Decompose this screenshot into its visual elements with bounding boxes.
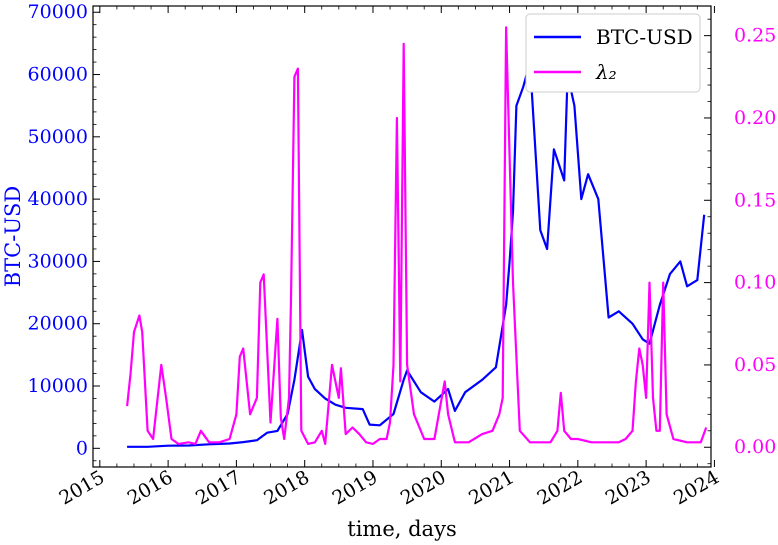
x-axis-title: time, days bbox=[347, 517, 456, 541]
y-right-tick-labels: 0.00 0.05 0.10 0.15 0.20 0.25 bbox=[734, 25, 776, 459]
series-line-btc bbox=[127, 61, 706, 448]
x-tick-label: 2016 bbox=[124, 466, 177, 509]
legend-label-lambda2: λ₂ bbox=[595, 60, 617, 84]
series-line-lambda2 bbox=[126, 26, 708, 445]
y-left-tick-label: 60000 bbox=[28, 64, 88, 86]
y-right-tick-label: 0.10 bbox=[734, 272, 776, 294]
y-right-tick-label: 0.15 bbox=[734, 189, 776, 211]
x-tick-label: 2021 bbox=[465, 466, 518, 509]
y-left-tick-label: 0 bbox=[76, 437, 88, 459]
y-right-tick-label: 0.20 bbox=[734, 107, 776, 129]
y-right-tick-label: 0.25 bbox=[734, 25, 776, 47]
y-axis-title: BTC-USD bbox=[1, 186, 25, 288]
y-left-tick-label: 10000 bbox=[28, 375, 88, 397]
y-left-tick-label: 40000 bbox=[28, 188, 88, 210]
legend: BTC-USD λ₂ bbox=[525, 13, 701, 93]
y-left-tick-labels: 0 10000 20000 30000 40000 50000 60000 70000 bbox=[28, 1, 88, 459]
tick-marks bbox=[93, 6, 715, 467]
y-left-tick-label: 30000 bbox=[28, 250, 88, 272]
x-tick-label: 2023 bbox=[602, 466, 655, 509]
y-left-tick-label: 70000 bbox=[28, 1, 88, 23]
x-tick-labels: 2015 2016 2017 2018 2019 2020 2021 2022 2023 2024 bbox=[55, 466, 722, 509]
series-layer bbox=[126, 26, 708, 448]
x-tick-label: 2015 bbox=[55, 466, 108, 509]
x-tick-label: 2018 bbox=[260, 466, 313, 509]
y-right-tick-label: 0.05 bbox=[734, 354, 776, 376]
x-tick-label: 2024 bbox=[670, 466, 723, 509]
y-left-tick-label: 20000 bbox=[28, 313, 88, 335]
x-tick-label: 2022 bbox=[533, 466, 586, 509]
legend-label-btc: BTC-USD bbox=[596, 25, 693, 49]
x-tick-label: 2017 bbox=[192, 466, 245, 509]
x-tick-label: 2020 bbox=[397, 466, 450, 509]
y-right-tick-label: 0.00 bbox=[734, 436, 776, 458]
x-tick-label: 2019 bbox=[329, 466, 382, 509]
y-left-tick-label: 50000 bbox=[28, 126, 88, 148]
